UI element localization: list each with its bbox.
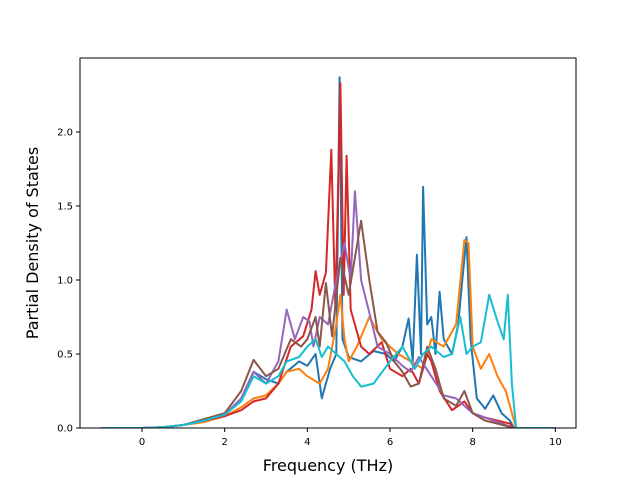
y-tick-label: 0.5 <box>57 350 73 361</box>
plot-frame <box>79 57 577 429</box>
series-line-1 <box>100 239 556 428</box>
x-tick-label: 8 <box>469 437 475 448</box>
x-tick-label: 6 <box>387 437 393 448</box>
x-tick-label: 2 <box>221 437 227 448</box>
y-axis-label: Partial Density of States <box>23 147 42 339</box>
x-axis-ticks: 0 2 4 6 8 10 <box>139 428 562 448</box>
series-line-3 <box>100 190 556 428</box>
series-line-4 <box>100 219 556 428</box>
series-line-0 <box>100 76 556 428</box>
x-tick-label: 0 <box>139 437 145 448</box>
y-tick-label: 0.0 <box>57 424 73 435</box>
y-tick-label: 2.0 <box>57 128 73 139</box>
y-tick-label: 1.5 <box>57 202 73 213</box>
x-axis-label: Frequency (THz) <box>263 456 393 475</box>
series-layer <box>100 76 556 428</box>
x-tick-label: 10 <box>549 437 562 448</box>
series-line-5 <box>100 293 556 428</box>
x-tick-label: 4 <box>304 437 310 448</box>
y-axis-ticks: 0.0 0.5 1.0 1.5 2.0 <box>57 128 80 435</box>
y-tick-label: 1.0 <box>57 276 73 287</box>
series-line-2 <box>100 82 556 428</box>
